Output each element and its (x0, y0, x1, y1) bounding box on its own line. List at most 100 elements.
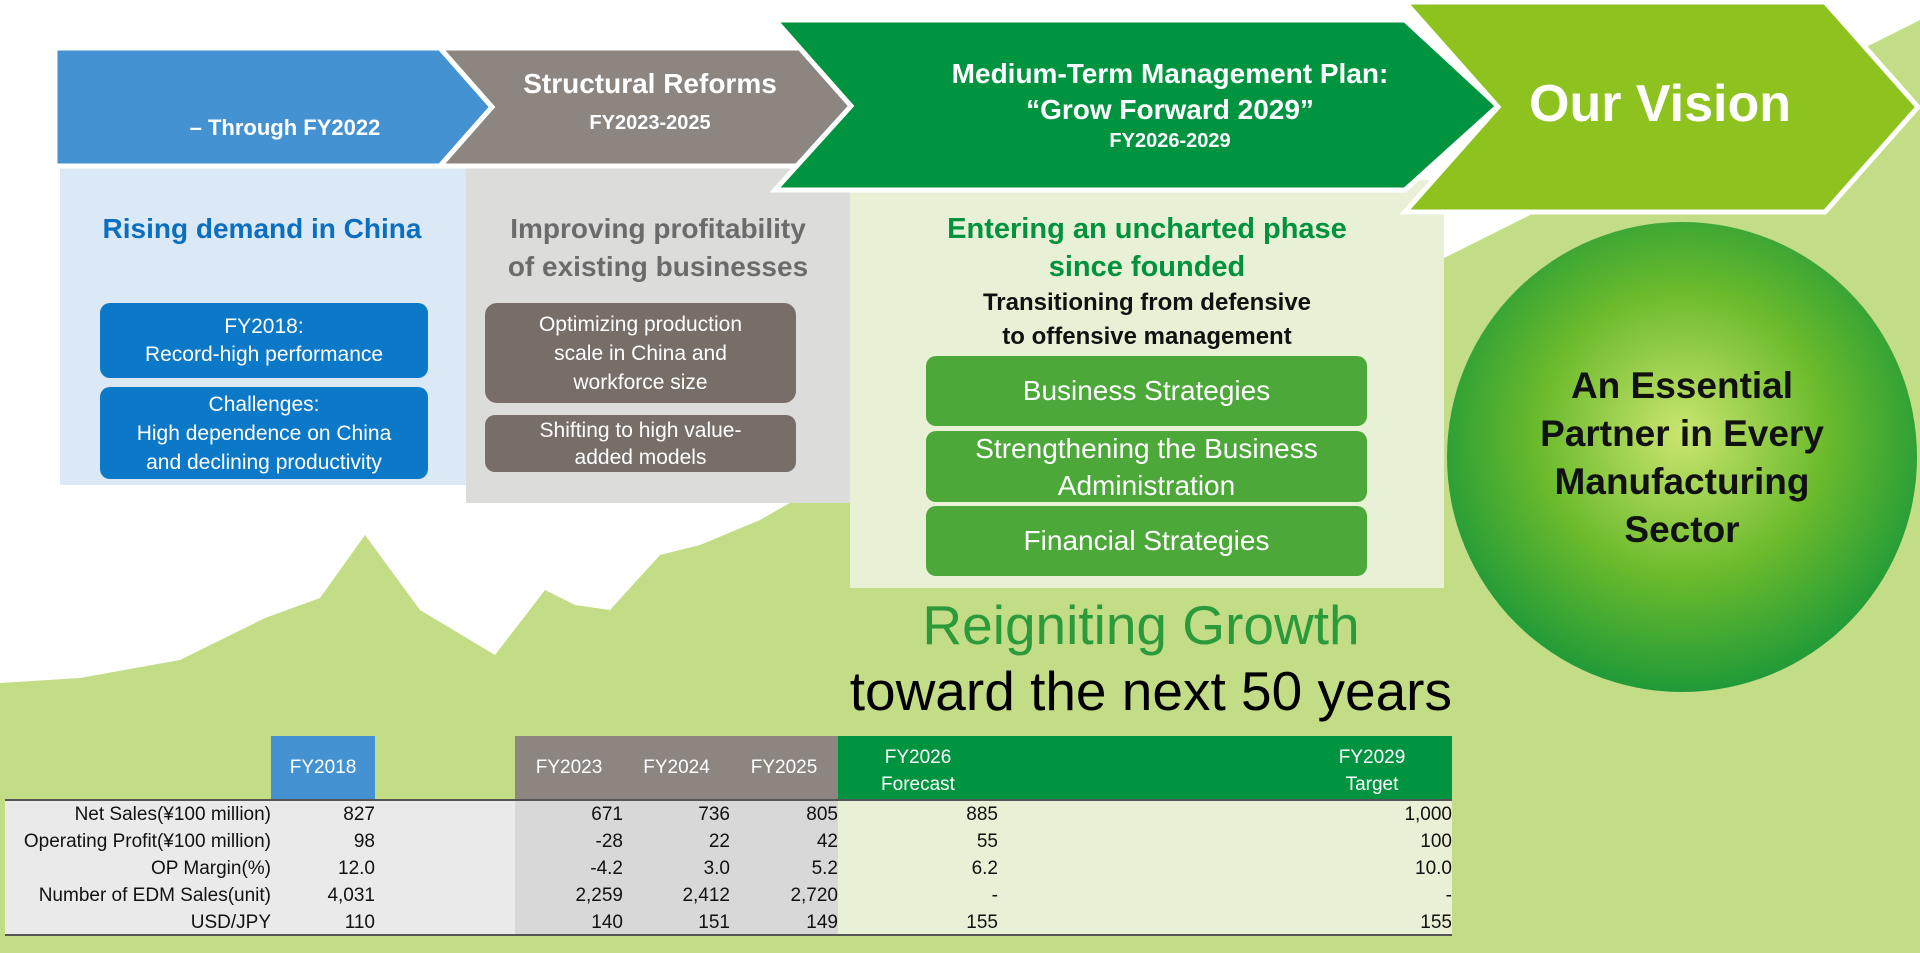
panel1-box1-line1: FY2018: (224, 314, 304, 338)
vision-arrow: Our Vision (1470, 74, 1850, 134)
panel2-box-optimizing: Optimizing production scale in China and… (485, 303, 796, 403)
cell-fy2025: 2,720 (790, 885, 838, 906)
vision-statement: An Essential Partner in Every Manufactur… (1482, 362, 1882, 554)
cell-fy2025: 5.2 (811, 858, 838, 879)
phase2-years: FY2023-2025 (589, 112, 711, 134)
panel1-box2-line2: High dependence on China (136, 421, 392, 445)
panel2-box1-line1: Optimizing production (538, 312, 743, 336)
cell-fy2018: 110 (344, 912, 375, 933)
panel1-box-challenges: Challenges: High dependence on China and… (100, 387, 428, 479)
spacer-cell (375, 855, 515, 882)
panel2-box2-line1: Shifting to high value- (539, 418, 742, 442)
cell-fy2026: - (991, 885, 998, 906)
cell-fy2025: 805 (806, 804, 838, 825)
phase2-title: Structural Reforms (523, 68, 777, 99)
panel2-box2-line2: added models (574, 445, 707, 469)
panel1-box1-line2: Record-high performance (144, 342, 384, 366)
table-bg-rows-gray (515, 800, 838, 935)
cell-fy2029: 155 (1420, 912, 1452, 933)
vision-line1: An Essential (1570, 365, 1794, 406)
cell-fy2025: 42 (816, 831, 838, 852)
cell-fy2029: 1,000 (1404, 804, 1452, 825)
vision-line3: Manufacturing (1554, 461, 1810, 502)
cell-fy2018: 98 (353, 831, 375, 852)
panel3-subheading: Transitioning from defensive to offensiv… (850, 286, 1444, 354)
phase1-label: – Through FY2022 (189, 115, 381, 140)
header-fy2023: FY2023 (535, 757, 603, 778)
panel3-sub-line1: Transitioning from defensive (982, 289, 1312, 316)
business-administration-box: Strengthening the Business Administratio… (926, 431, 1367, 502)
financial-table: Net Sales(¥100 million) 827 671 736 805 885 1,… (5, 801, 1452, 936)
panel2-box1-line3: workforce size (573, 370, 708, 394)
header-fy2024: FY2024 (643, 757, 710, 778)
cell-fy2024: 22 (708, 831, 730, 852)
vision-label: Our Vision (1529, 75, 1791, 133)
phase1-arrow: – Through FY2022 (150, 115, 420, 141)
table-bg-gray-header (515, 736, 838, 800)
panel1-heading: Rising demand in China (102, 213, 422, 244)
panel3-heading-line2: since founded (1048, 251, 1246, 283)
panel1-box2-line1: Challenges: (208, 392, 320, 416)
business-administration-line2: Administration (1057, 469, 1236, 501)
table-bg-rows-left (5, 800, 515, 935)
vision-circle-shape (1447, 222, 1917, 692)
spacer-cell (375, 882, 515, 909)
cell-fy2024: 151 (698, 912, 730, 933)
vision-line2: Partner in Every (1540, 413, 1824, 454)
cell-fy2018: 827 (343, 804, 375, 825)
header-fy2029: FY2029 Target (1302, 744, 1442, 798)
cell-fy2024: 3.0 (703, 858, 730, 879)
cell-fy2024: 2,412 (682, 885, 730, 906)
table-bg-green-header (838, 736, 1452, 800)
table-bg-fy2018-header (271, 736, 375, 800)
cell-fy2018: 12.0 (338, 858, 375, 879)
table-row: USD/JPY 110 140 151 149 155 155 (5, 909, 1452, 936)
table-row: Net Sales(¥100 million) 827 671 736 805 885 1,… (5, 801, 1452, 828)
business-strategies-label: Business Strategies (1022, 375, 1271, 406)
phase3-title-line2: “Grow Forward 2029” (1026, 94, 1314, 125)
cell-fy2023: -28 (595, 831, 623, 852)
panel3-heading: Entering an uncharted phase since founde… (850, 210, 1444, 286)
panel2-box-shifting: Shifting to high value- added models (485, 415, 796, 472)
header-fy2029-line2: Target (1345, 774, 1399, 795)
table-row: OP Margin(%) 12.0 -4.2 3.0 5.2 6.2 10.0 (5, 855, 1452, 882)
cell-fy2026: 155 (966, 912, 998, 933)
panel1-box2-line3: and declining productivity (146, 450, 382, 474)
row-label: OP Margin(%) (150, 858, 271, 879)
cell-fy2024: 736 (698, 804, 730, 825)
table-bg-rows-green (838, 800, 1452, 935)
panel2-heading: Improving profitability of existing busi… (466, 210, 850, 286)
header-fy2018: FY2018 (289, 757, 357, 778)
header-fy2026-line1: FY2026 (884, 747, 952, 768)
phase3-title-line1: Medium-Term Management Plan: (951, 58, 1389, 89)
panel2-box1-line2: scale in China and (554, 341, 727, 365)
row-label: USD/JPY (190, 912, 271, 933)
header-fy2025: FY2025 (750, 757, 818, 778)
tagline: Reigniting Growth toward the next 50 yea… (820, 592, 1452, 724)
spacer-cell (375, 909, 515, 936)
cell-fy2023: -4.2 (590, 858, 623, 879)
header-fy2029-line1: FY2029 (1338, 747, 1406, 768)
vision-arrow-shape (1399, 0, 1920, 215)
phase2-arrow: Structural Reforms FY2023-2025 (480, 68, 820, 135)
phase3-years: FY2026-2029 (1109, 130, 1231, 152)
header-fy2026-line2: Forecast (881, 774, 955, 795)
cell-fy2029: 100 (1420, 831, 1452, 852)
vision-line4: Sector (1624, 509, 1740, 550)
row-label: Number of EDM Sales(unit) (38, 885, 271, 906)
phase1-arrow-shape (52, 45, 496, 169)
panel3-sub-line2: to offensive management (1002, 323, 1292, 350)
cell-fy2029: 10.0 (1415, 858, 1452, 879)
cell-fy2023: 2,259 (575, 885, 623, 906)
spacer-cell (375, 801, 515, 828)
panel3-heading-line1: Entering an uncharted phase (947, 213, 1347, 245)
table-row: Number of EDM Sales(unit) 4,031 2,259 2,412… (5, 882, 1452, 909)
header-fy2026: FY2026 Forecast (848, 744, 988, 798)
panel2-heading-line2: of existing businesses (507, 250, 809, 282)
cell-fy2026: 55 (976, 831, 998, 852)
tagline-line2: toward the next 50 years (849, 660, 1452, 722)
panel2-heading-line1: Improving profitability (510, 213, 806, 244)
cell-fy2018: 4,031 (327, 885, 375, 906)
row-label: Net Sales(¥100 million) (74, 804, 271, 825)
